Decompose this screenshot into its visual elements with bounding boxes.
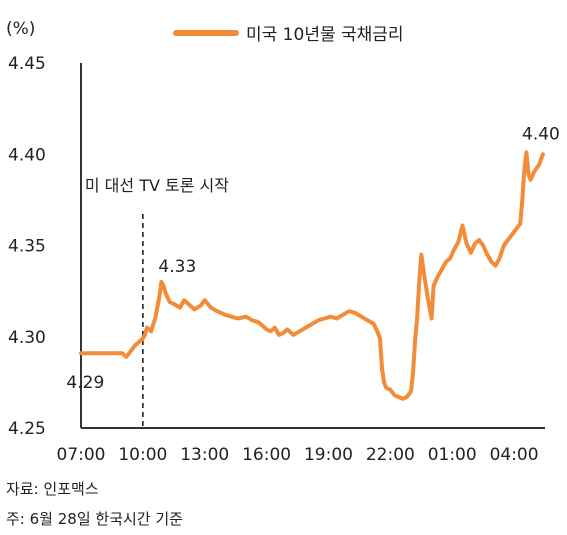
data-label-end: 4.40 [522,124,560,144]
data-label-peak: 4.33 [158,257,196,277]
legend: 미국 10년물 국채금리 [173,25,404,45]
y-tick-label: 4.40 [8,145,46,165]
source-note: 자료: 인포맥스 [6,480,99,498]
y-tick-label: 4.30 [8,328,46,348]
x-tick-label: 16:00 [242,445,291,465]
data-label-start: 4.29 [66,373,104,393]
yield-line-chart: (%) 미국 10년물 국채금리 4.25 4.30 4.35 4.40 4.45 07… [6,19,560,465]
series-line-10y-yield [79,150,545,401]
footnote: 주: 6월 28일 한국시간 기준 [6,510,183,528]
y-tick-label: 4.25 [8,419,46,439]
x-axis-ticks: 07:00 10:00 13:00 16:00 19:00 22:00 01:00 04:00 [57,445,539,465]
legend-label: 미국 10년물 국채금리 [246,25,404,45]
x-tick-label: 13:00 [180,445,229,465]
y-tick-label: 4.45 [8,54,46,74]
x-tick-label: 04:00 [490,445,539,465]
y-tick-label: 4.35 [8,237,46,257]
y-unit-label: (%) [6,19,35,39]
x-tick-label: 19:00 [304,445,353,465]
debate-start-label: 미 대선 TV 토론 시작 [85,176,229,195]
x-tick-label: 22:00 [366,445,415,465]
y-axis-ticks: 4.25 4.30 4.35 4.40 4.45 [8,54,46,439]
x-tick-label: 07:00 [57,445,106,465]
x-tick-label: 01:00 [428,445,477,465]
x-tick-label: 10:00 [118,445,167,465]
